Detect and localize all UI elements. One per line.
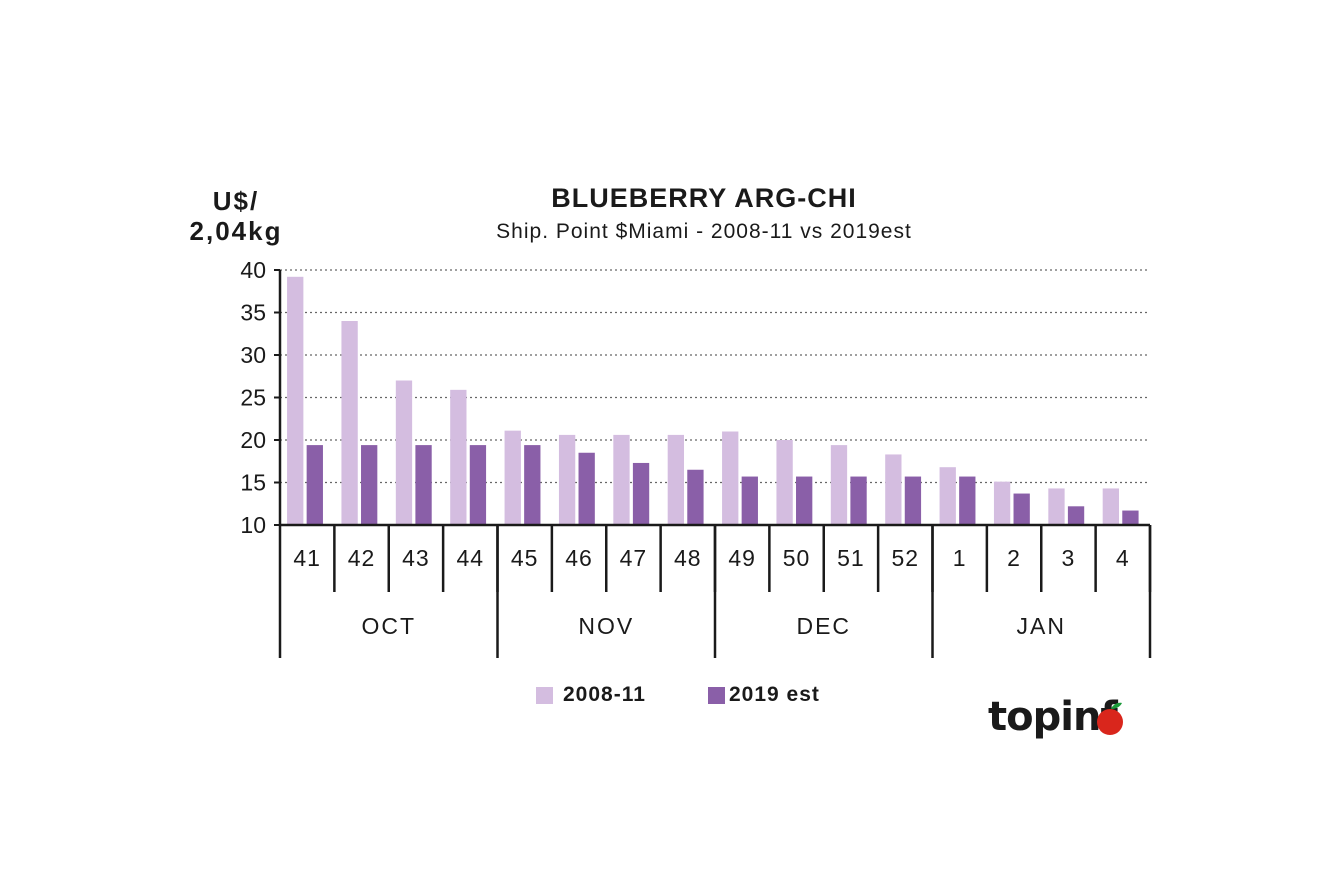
- chart-subtitle: Ship. Point $Miami - 2008-11 vs 2019est: [496, 220, 912, 243]
- chart-legend: 2008-11 2019 est: [536, 680, 856, 710]
- bar-2019-est-49: [741, 476, 758, 525]
- legend-item-2008-11: 2008-11: [536, 680, 646, 710]
- legend-label-2019-est: 2019 est: [729, 683, 820, 706]
- x-tick-label-47: 47: [620, 545, 648, 571]
- y-tick-label-10: 10: [240, 512, 266, 538]
- x-tick-label-51: 51: [837, 545, 865, 571]
- bar-2008-11-52: [885, 454, 902, 525]
- legend-label-2008-11: 2008-11: [563, 683, 646, 706]
- bar-2008-11-51: [830, 445, 848, 525]
- bar-2008-11-48: [667, 434, 685, 525]
- bar-2019-est-45: [524, 445, 541, 525]
- bar-2008-11-45: [504, 430, 521, 525]
- y-tick-label-20: 20: [240, 427, 266, 453]
- x-tick-label-44: 44: [457, 545, 485, 571]
- y-axis-label-line-1: U$/: [212, 186, 260, 216]
- bar-2019-est-46: [578, 452, 595, 525]
- x-tick-label-52: 52: [892, 545, 920, 571]
- bar-2008-11-41: [287, 276, 304, 525]
- bar-2019-est-1: [959, 476, 976, 525]
- month-label-OCT: OCT: [361, 613, 416, 639]
- bar-2008-11-4: [1102, 488, 1120, 525]
- x-tick-label-49: 49: [728, 545, 756, 571]
- y-tick-label-40: 40: [240, 257, 266, 283]
- x-tick-label-42: 42: [348, 545, 376, 571]
- legend-item-2019-est: 2019 est: [708, 680, 820, 710]
- x-tick-label-2: 2: [1007, 545, 1021, 571]
- bar-2008-11-43: [395, 380, 413, 525]
- bar-2008-11-1: [939, 467, 956, 525]
- topinfo-logo: topinf: [988, 694, 1138, 744]
- x-tick-label-43: 43: [402, 545, 430, 571]
- month-label-DEC: DEC: [796, 613, 851, 639]
- x-tick-label-41: 41: [293, 545, 321, 571]
- x-tick-label-45: 45: [511, 545, 539, 571]
- bar-2008-11-49: [722, 431, 739, 525]
- y-axis-label-line-2: 2,04kg: [189, 216, 283, 246]
- bar-2019-est-47: [632, 462, 650, 525]
- month-label-JAN: JAN: [1017, 613, 1066, 639]
- bar-2008-11-44: [450, 389, 467, 525]
- bar-2019-est-50: [796, 476, 813, 525]
- y-axis-label: U$/ 2,04kg: [176, 186, 296, 246]
- y-tick-label-35: 35: [240, 300, 266, 326]
- month-label-NOV: NOV: [578, 613, 634, 639]
- bar-2008-11-2: [993, 481, 1011, 525]
- bar-2008-11-42: [341, 321, 358, 525]
- x-tick-label-48: 48: [674, 545, 702, 571]
- bar-2019-est-4: [1122, 510, 1139, 525]
- bar-2019-est-51: [850, 476, 867, 525]
- bar-2008-11-50: [776, 440, 793, 525]
- logo-text: topinf: [988, 694, 1118, 740]
- x-tick-label-46: 46: [565, 545, 593, 571]
- bar-2019-est-41: [306, 445, 323, 525]
- chart-title: BLUEBERRY ARG-CHI: [551, 183, 857, 213]
- bar-2019-est-48: [687, 469, 704, 525]
- bar-2019-est-52: [904, 476, 922, 525]
- x-tick-label-3: 3: [1062, 545, 1076, 571]
- bar-2019-est-42: [361, 445, 378, 525]
- apple-icon: [1097, 702, 1123, 735]
- bar-2019-est-3: [1067, 506, 1085, 525]
- bar-2008-11-47: [613, 434, 630, 525]
- y-tick-label-15: 15: [240, 470, 266, 496]
- bar-2019-est-44: [469, 445, 487, 525]
- y-tick-label-30: 30: [240, 342, 266, 368]
- x-tick-label-1: 1: [953, 545, 967, 571]
- bar-2019-est-43: [415, 445, 432, 525]
- x-tick-label-4: 4: [1116, 545, 1130, 571]
- y-tick-label-25: 25: [240, 385, 266, 411]
- bar-2008-11-3: [1048, 488, 1065, 525]
- x-tick-label-50: 50: [783, 545, 811, 571]
- legend-swatch-2019-est: [708, 686, 725, 704]
- legend-swatch-2008-11: [536, 686, 553, 704]
- bar-2019-est-2: [1013, 493, 1030, 525]
- bar-2008-11-46: [558, 434, 576, 525]
